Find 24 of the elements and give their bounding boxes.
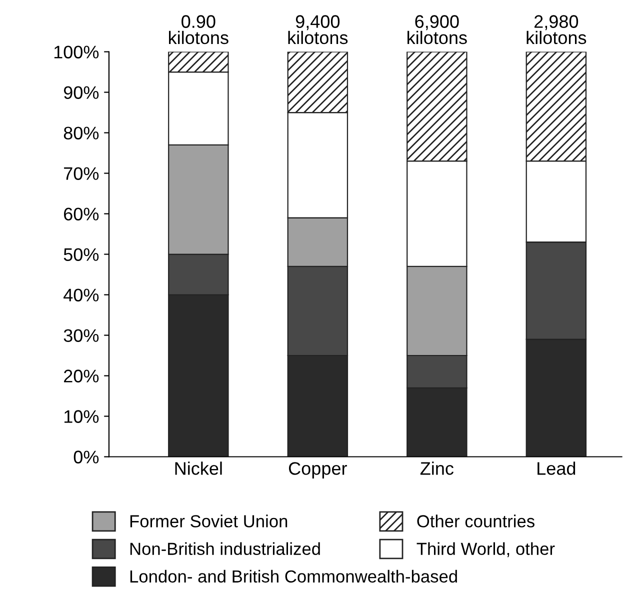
y-tick-label: 30%: [64, 329, 99, 342]
y-tick-label: 40%: [64, 288, 99, 302]
legend-label: Former Soviet Union: [130, 514, 288, 528]
legend-label: London- and British Commonwealth-based: [130, 570, 457, 583]
x-tick-label: Lead: [538, 462, 576, 475]
y-tick-label: 0%: [74, 450, 99, 464]
x-tick-label: Nickel: [175, 462, 222, 475]
y-tick-label: 10%: [64, 410, 99, 423]
y-tick-label: 50%: [64, 248, 99, 261]
annotation: 0.90 kilotons: [169, 15, 228, 44]
y-tick-label: 80%: [64, 126, 99, 140]
x-tick-label: Zinc: [420, 462, 454, 475]
x-tick-label: Copper: [288, 462, 347, 478]
legend-label: Other countries: [417, 514, 534, 528]
legend-label: Non-British industrialized: [130, 542, 320, 556]
legend-label: Third World, other: [416, 542, 555, 558]
annotation: 6,900 kilotons: [408, 15, 467, 44]
annotation: 9,400 kilotons: [288, 15, 348, 44]
y-tick-label: 20%: [64, 370, 99, 382]
y-tick-label: 60%: [64, 208, 99, 220]
y-tick-label: 70%: [64, 167, 99, 180]
annotation: 2,980 kilotons: [526, 15, 586, 44]
y-tick-label: 90%: [64, 86, 99, 99]
y-tick-label: 100%: [54, 46, 99, 58]
